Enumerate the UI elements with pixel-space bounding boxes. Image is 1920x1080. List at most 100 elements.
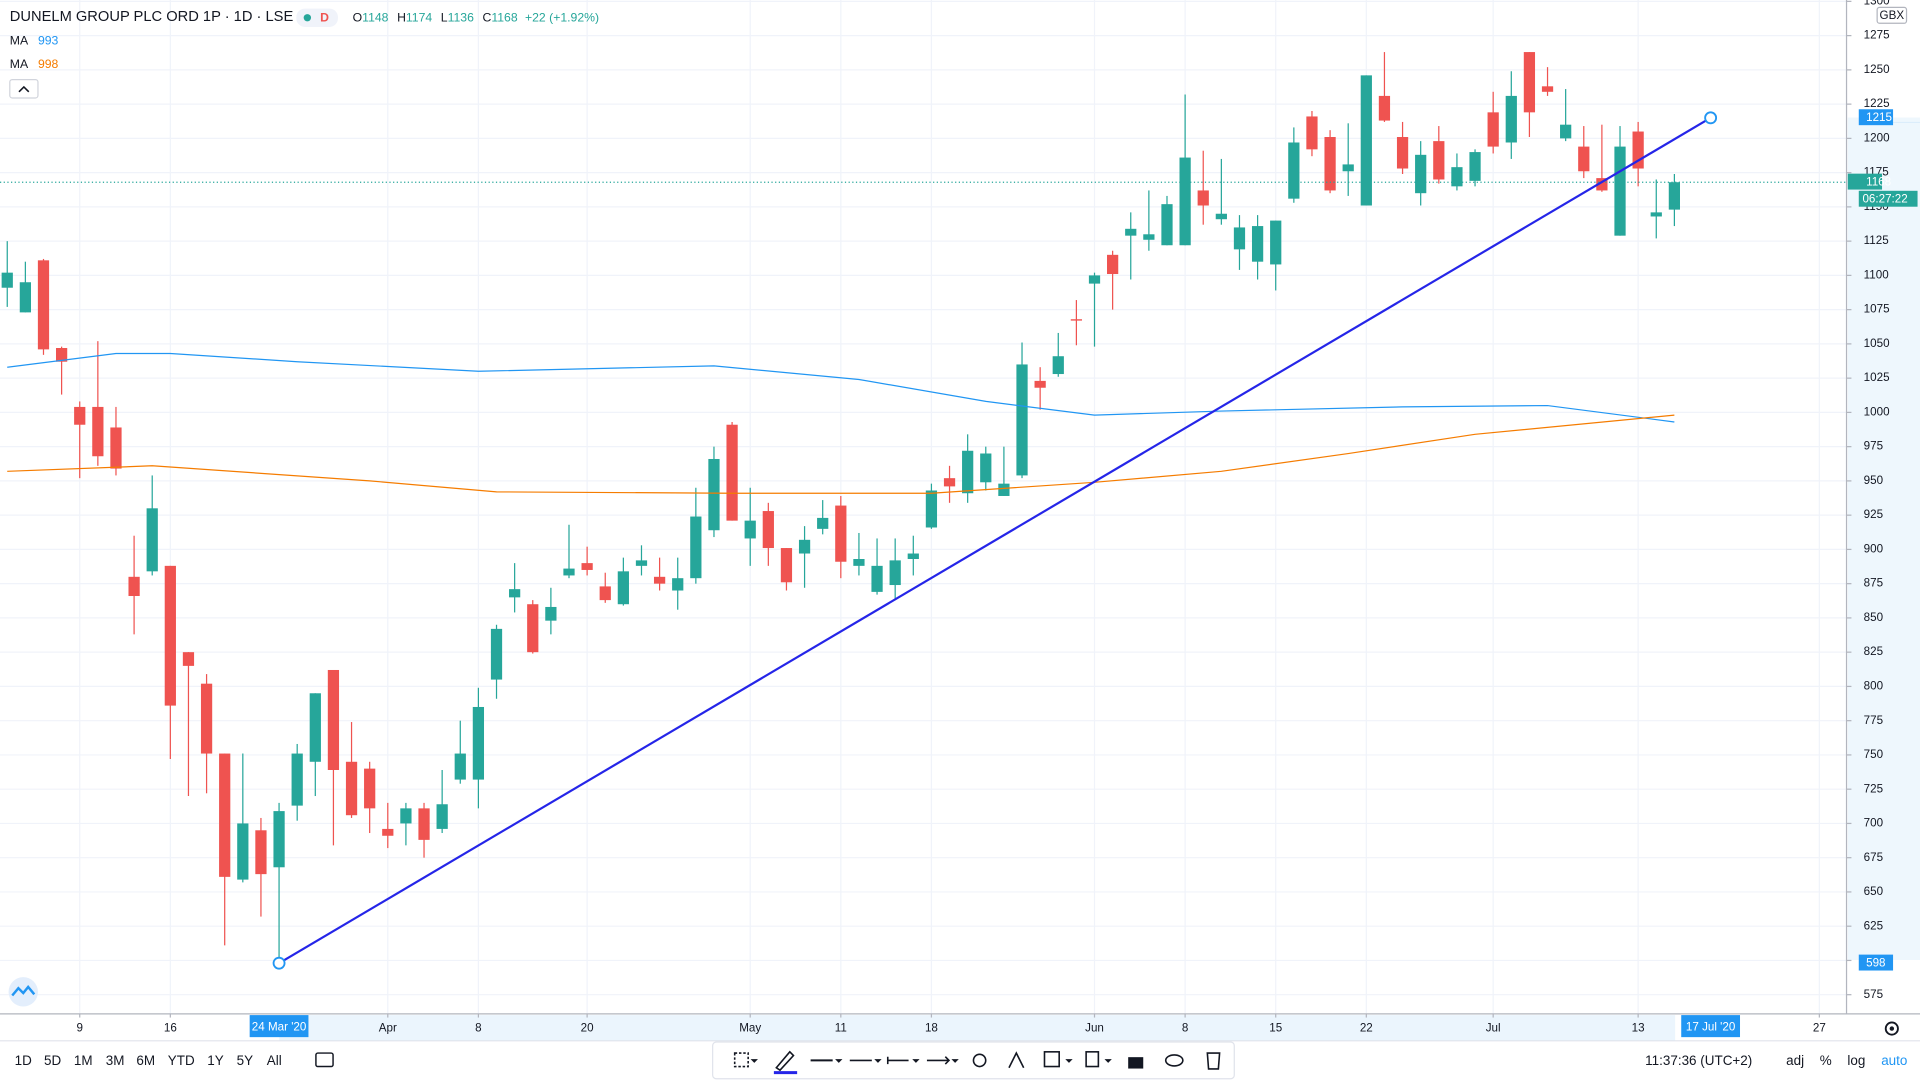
y-tick-label: 1075 [1864, 303, 1890, 316]
candle-body [581, 563, 593, 570]
candle-body [1523, 52, 1536, 113]
select-tool[interactable] [733, 1052, 749, 1068]
ohlc-value: 1174 [406, 11, 433, 25]
candle-body [998, 483, 1010, 496]
scale-option[interactable]: adj [1786, 1053, 1804, 1068]
delete-tool[interactable] [1206, 1052, 1221, 1070]
candle-body [55, 348, 68, 362]
clone-tool[interactable] [1085, 1051, 1100, 1068]
y-tick-label: 775 [1864, 714, 1883, 727]
interval-button[interactable]: 1M [74, 1053, 93, 1068]
y-tick-label: 675 [1864, 851, 1883, 864]
x-tick-label: 13 [1632, 1022, 1645, 1035]
trend-line [278, 116, 1712, 965]
candle-body [1016, 364, 1028, 476]
candle-body [1650, 212, 1662, 217]
candle-body [309, 693, 321, 762]
trend-price-bg [1858, 954, 1894, 971]
ma-name: MA [10, 57, 29, 71]
y-tick-label: 950 [1864, 474, 1884, 487]
settings-icon[interactable] [1884, 1021, 1899, 1036]
candle-body [653, 576, 666, 584]
candle-body [853, 559, 865, 566]
alert-tool[interactable] [1008, 1051, 1025, 1069]
y-tick-label: 1100 [1864, 268, 1890, 281]
y-tick-label: 725 [1864, 782, 1883, 795]
interval-button[interactable]: 5D [44, 1053, 61, 1068]
line-start-tool[interactable] [886, 1056, 909, 1065]
candle-body [472, 706, 485, 780]
interval-button[interactable]: 6M [136, 1053, 155, 1068]
range-highlight [279, 1015, 1676, 1041]
interval-button[interactable]: 1Y [207, 1053, 223, 1068]
candle-body [1161, 204, 1173, 246]
candle-body [200, 683, 213, 754]
candle-body [146, 508, 158, 572]
interval-button[interactable]: YTD [168, 1053, 195, 1068]
y-tick-label: 925 [1864, 508, 1883, 521]
template-tool[interactable] [1043, 1051, 1060, 1068]
interval-button[interactable]: All [267, 1053, 282, 1068]
candle-body [1125, 228, 1137, 236]
scale-option[interactable]: log [1847, 1053, 1865, 1068]
candle-body [1107, 254, 1119, 275]
candle-body [563, 568, 575, 576]
candle-body [1451, 167, 1463, 187]
date-range-icon[interactable] [315, 1052, 334, 1068]
y-tick-label: 1025 [1864, 371, 1890, 384]
candle-body [1560, 124, 1572, 139]
x-tick-label: Apr [379, 1022, 397, 1035]
candle-body [1342, 164, 1354, 172]
clock: 11:37:36 (UTC+2) [1645, 1053, 1752, 1068]
brush-tool[interactable] [775, 1050, 795, 1072]
candle-body [798, 539, 811, 554]
status-pill[interactable] [296, 8, 338, 27]
ohlc-legend: O1148 H1174 L1136 C1168 +22 (+1.92%) [353, 11, 599, 25]
candle-body [980, 453, 992, 483]
ma-value: 993 [38, 34, 59, 48]
interval-button[interactable]: 3M [106, 1053, 125, 1068]
trend-price-label: 598 [1866, 956, 1885, 969]
y-tick-label: 800 [1864, 680, 1884, 693]
candle-body [1433, 141, 1445, 180]
interval-button[interactable]: 1D [15, 1053, 32, 1068]
candle-body [1052, 356, 1064, 375]
candle-body [92, 406, 104, 457]
ohlc-key: C [482, 11, 491, 25]
currency-box [1876, 6, 1908, 24]
scale-option[interactable]: % [1820, 1053, 1832, 1068]
x-tick-label: 27 [1813, 1022, 1826, 1035]
settings-tool[interactable] [972, 1053, 987, 1068]
interval-button[interactable]: 5Y [237, 1053, 253, 1068]
ohlc-value: 1168 [491, 11, 518, 25]
trend-handle[interactable] [272, 956, 286, 970]
candle-body [527, 604, 539, 653]
y-tick-label: 1125 [1864, 234, 1889, 247]
countdown-bg [1858, 190, 1918, 207]
ma-line [7, 352, 1675, 423]
y-tick-label: 750 [1864, 748, 1884, 761]
scale-option[interactable]: auto [1881, 1053, 1907, 1068]
candle-body [382, 828, 394, 836]
range-highlight [1847, 117, 1920, 960]
ohlc-key: L [441, 11, 448, 25]
y-tick-label: 900 [1864, 542, 1884, 555]
y-tick-label: 1250 [1864, 63, 1890, 76]
last-price-label-bg [1847, 173, 1883, 190]
x-tick-label: Jul [1486, 1022, 1501, 1035]
visibility-tool[interactable] [1164, 1054, 1184, 1067]
candle-body [635, 560, 648, 566]
candle-body [1396, 137, 1409, 169]
candle-body [37, 260, 50, 350]
lock-tool[interactable] [1128, 1057, 1144, 1069]
line-end-tool[interactable] [926, 1056, 951, 1065]
x-tick-label: Jun [1085, 1022, 1104, 1035]
y-tick-label: 850 [1864, 611, 1884, 624]
candle-body [1306, 116, 1318, 150]
collapse-button[interactable] [9, 78, 39, 99]
candle-body [943, 478, 956, 487]
collapse-icon [18, 85, 30, 93]
candle-body [1088, 275, 1101, 284]
candle-body [1233, 227, 1246, 250]
trend-handle[interactable] [1704, 111, 1718, 125]
